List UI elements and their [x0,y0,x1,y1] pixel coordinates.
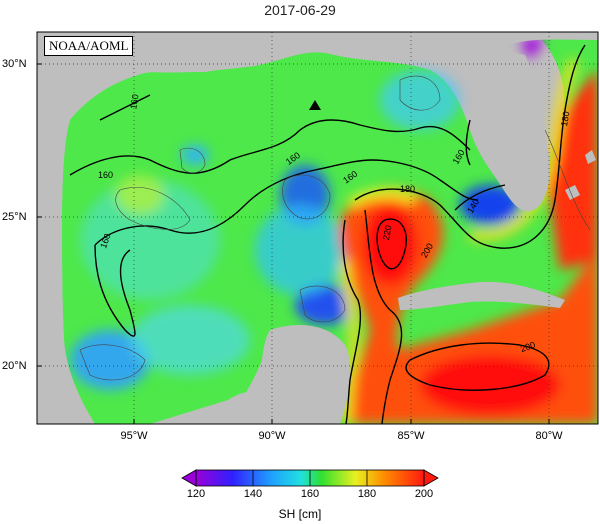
map-title: 2017-06-29 [264,2,336,18]
contour-label: 180 [559,111,571,128]
map-frame [36,31,599,425]
colorbar-high-arrow [423,469,439,487]
colorbar-title: SH [cm] [278,507,322,521]
florida-land [470,50,550,212]
cuba-land [398,281,565,310]
credit-label: NOAA/AOML [44,36,134,56]
contour-label: 160 [128,93,140,110]
contour-label: 180 [400,184,415,194]
colorbar-tick-label: 160 [300,488,320,500]
contour-label: 220 [381,224,393,241]
lon-label-85w: 85°W [397,430,425,442]
mexico-land [37,120,95,424]
contour-label: 200 [519,339,537,354]
colorbar-tick-label: 200 [414,488,434,500]
contour-lines [69,44,586,424]
station-marker-icon [309,100,321,110]
colorbar [181,469,439,487]
lat-label-30n: 30°N [2,58,27,70]
contour-label: 160 [98,232,113,250]
graticule [37,32,598,424]
lon-label-90w: 90°W [258,430,286,442]
lon-label-80w: 80°W [535,430,563,442]
lat-label-25n: 25°N [2,211,27,223]
lon-label-95w: 95°W [120,430,148,442]
colorbar-tick-label: 180 [357,488,377,500]
yucatan-land [230,325,351,424]
lat-label-20n: 20°N [2,360,27,372]
colorbar-tick-label: 120 [186,488,206,500]
bahamas-land [565,150,596,200]
colorbar-low-arrow [181,469,197,487]
us-coast-land [37,32,598,130]
contour-label: 160 [98,170,113,180]
colorbar-tick-label: 140 [243,488,263,500]
